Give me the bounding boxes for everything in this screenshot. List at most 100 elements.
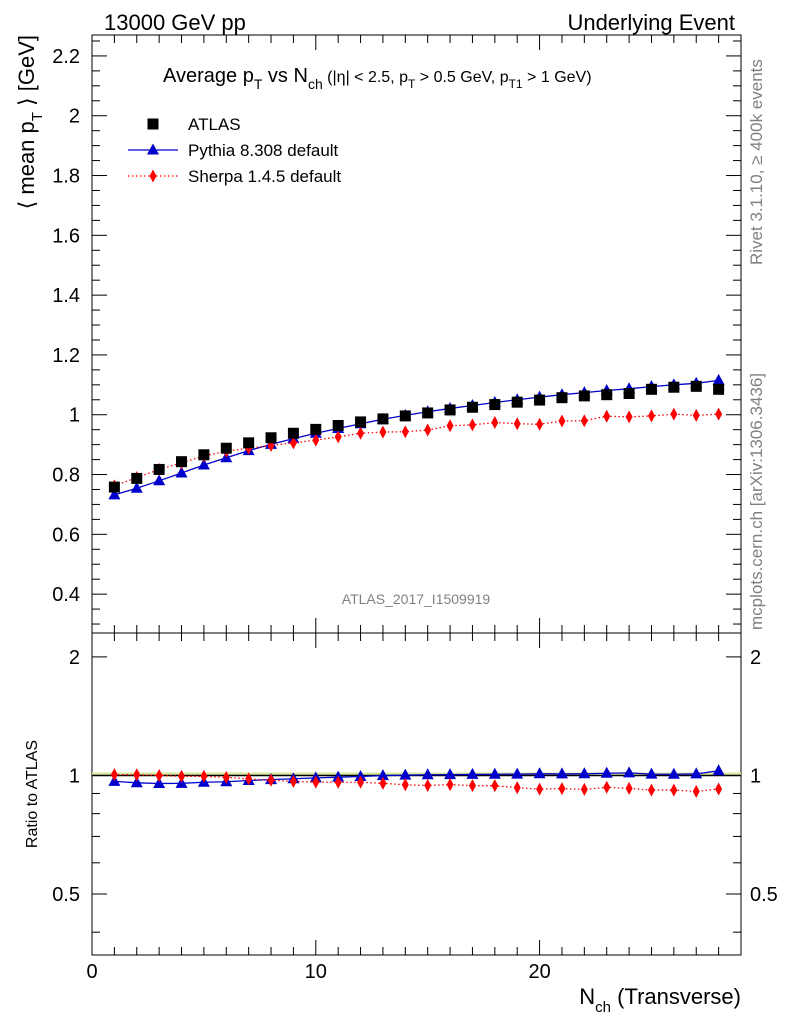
ratio-pythia-8-308-default-point <box>399 768 412 780</box>
ratio-y-tick-label-left: 2 <box>69 647 80 669</box>
ratio-sherpa-1-4-5-default-point <box>603 780 611 794</box>
main-atlas-point <box>176 456 188 468</box>
legend-pythia-8-308-default-label: Pythia 8.308 default <box>188 141 339 160</box>
x-tick-label: 10 <box>305 961 327 983</box>
main-atlas-point <box>690 380 702 392</box>
legend-atlas-label: ATLAS <box>188 115 241 134</box>
main-atlas-point <box>355 416 367 428</box>
legend-sherpa-1-4-5-default-marker <box>149 169 157 183</box>
ratio-pythia-8-308-default-point <box>578 767 591 779</box>
ratio-sherpa-1-4-5-default-point <box>468 779 476 793</box>
main-atlas-point <box>623 388 635 400</box>
legend-sherpa-1-4-5-default-label: Sherpa 1.4.5 default <box>188 167 341 186</box>
ratio-y-tick-label-right: 2 <box>750 647 761 669</box>
main-sherpa-1-4-5-default-point <box>289 436 297 450</box>
ratio-sherpa-1-4-5-default-point <box>491 779 499 793</box>
ratio-y-tick-label-right: 1 <box>750 765 761 787</box>
main-sherpa-1-4-5-default-point <box>468 418 476 432</box>
y-tick-label: 0.8 <box>52 465 80 487</box>
ratio-sherpa-1-4-5-default-point <box>178 769 186 783</box>
ratio-sherpa-1-4-5-default-point <box>692 784 700 798</box>
y-tick-label: 1.4 <box>52 285 80 307</box>
main-sherpa-1-4-5-default-point <box>580 414 588 428</box>
main-sherpa-1-4-5-default-point <box>424 423 432 437</box>
main-pythia-8-308-default-point <box>197 458 210 470</box>
ratio-pythia-8-308-default-point <box>623 766 636 778</box>
main-atlas-point <box>534 394 546 406</box>
main-atlas-point <box>511 396 523 408</box>
y-tick-label: 1.6 <box>52 225 80 247</box>
main-atlas-point <box>198 449 210 461</box>
x-tick-label: 20 <box>528 961 550 983</box>
ratio-sherpa-1-4-5-default-point <box>200 769 208 783</box>
main-atlas-point <box>131 472 143 484</box>
main-atlas-point <box>310 423 322 435</box>
ratio-sherpa-1-4-5-default-point <box>267 773 275 787</box>
ratio-pythia-8-308-default-point <box>130 776 143 788</box>
main-sherpa-1-4-5-default-point <box>603 409 611 423</box>
ratio-pythia-8-308-default-point <box>555 767 568 779</box>
main-sherpa-1-4-5-default-point <box>334 430 342 444</box>
main-atlas-point <box>377 413 389 425</box>
ratio-y-tick-label-left: 1 <box>69 765 80 787</box>
main-sherpa-1-4-5-default-point <box>536 417 544 431</box>
ratio-y-tick-label-left: 0.5 <box>52 884 80 906</box>
main-pythia-8-308-default-point <box>108 488 121 500</box>
x-tick-label: 0 <box>86 961 97 983</box>
ratio-sherpa-1-4-5-default-point <box>513 781 521 795</box>
main-sherpa-1-4-5-default-point <box>647 409 655 423</box>
ratio-sherpa-1-4-5-default-point <box>558 782 566 796</box>
ratio-pythia-8-308-default-point <box>466 767 479 779</box>
ratio-sherpa-1-4-5-default-point <box>401 778 409 792</box>
ratio-sherpa-1-4-5-default-point <box>715 782 723 796</box>
ratio-sherpa-1-4-5-default-line <box>114 773 719 793</box>
main-atlas-point <box>287 427 299 439</box>
main-sherpa-1-4-5-default-point <box>513 417 521 431</box>
ratio-sherpa-1-4-5-default-point <box>222 770 230 784</box>
ratio-pythia-8-308-default-point <box>376 769 389 781</box>
ratio-pythia-8-308-default-point <box>488 767 501 779</box>
main-pythia-8-308-default-point <box>130 481 143 493</box>
mcplots-reference-label: mcplots.cern.ch [arXiv:1306.3436] <box>747 373 766 630</box>
main-atlas-point <box>153 463 165 475</box>
main-atlas-point <box>265 432 277 444</box>
main-pythia-8-308-default-line <box>114 379 719 496</box>
y-tick-label: 1.2 <box>52 345 80 367</box>
ratio-sherpa-1-4-5-default-point <box>133 768 141 782</box>
y-tick-label: 1.8 <box>52 166 80 188</box>
ratio-sherpa-1-4-5-default-point <box>424 778 432 792</box>
ratio-y-tick-label-right: 0.5 <box>750 884 778 906</box>
legend-pythia-8-308-default-marker <box>147 143 159 155</box>
ratio-pythia-8-308-default-point <box>600 766 613 778</box>
rivet-version-label: Rivet 3.1.10, ≥ 400k events <box>747 59 766 265</box>
y-tick-label: 0.6 <box>52 524 80 546</box>
ratio-series-group <box>108 764 725 798</box>
ratio-sherpa-1-4-5-default-point <box>536 782 544 796</box>
main-atlas-point <box>399 410 411 422</box>
ratio-sherpa-1-4-5-default-point <box>110 768 118 782</box>
main-atlas-point <box>444 404 456 416</box>
main-atlas-point <box>601 389 613 401</box>
main-atlas-point <box>489 399 501 411</box>
y-tick-label: 0.4 <box>52 584 80 606</box>
main-atlas-point <box>108 481 120 493</box>
ratio-sherpa-1-4-5-default-point <box>647 783 655 797</box>
main-atlas-point <box>668 381 680 393</box>
main-atlas-point <box>645 383 657 395</box>
main-y-axis-label: ⟨ mean pT ⟩ [GeV] <box>14 35 46 209</box>
legend: ATLAS Pythia 8.308 default Sherpa 1.4.5 de… <box>128 115 341 186</box>
y-tick-label: 2 <box>69 106 80 128</box>
ratio-sherpa-1-4-5-default-point <box>625 781 633 795</box>
ratio-sherpa-1-4-5-default-point <box>334 775 342 789</box>
header-process-label: Underlying Event <box>567 10 735 35</box>
ratio-pythia-8-308-default-point <box>444 768 457 780</box>
main-sherpa-1-4-5-default-line <box>114 413 719 487</box>
main-sherpa-1-4-5-default-point <box>670 407 678 421</box>
ratio-pythia-8-308-default-point <box>511 767 524 779</box>
main-sherpa-1-4-5-default-point <box>715 407 723 421</box>
ratio-sherpa-1-4-5-default-point <box>670 783 678 797</box>
ratio-sherpa-1-4-5-default-point <box>580 782 588 796</box>
main-plot-title: Average pT vs Nch (|η| < 2.5, pT > 0.5 G… <box>163 65 592 92</box>
main-sherpa-1-4-5-default-point <box>558 414 566 428</box>
